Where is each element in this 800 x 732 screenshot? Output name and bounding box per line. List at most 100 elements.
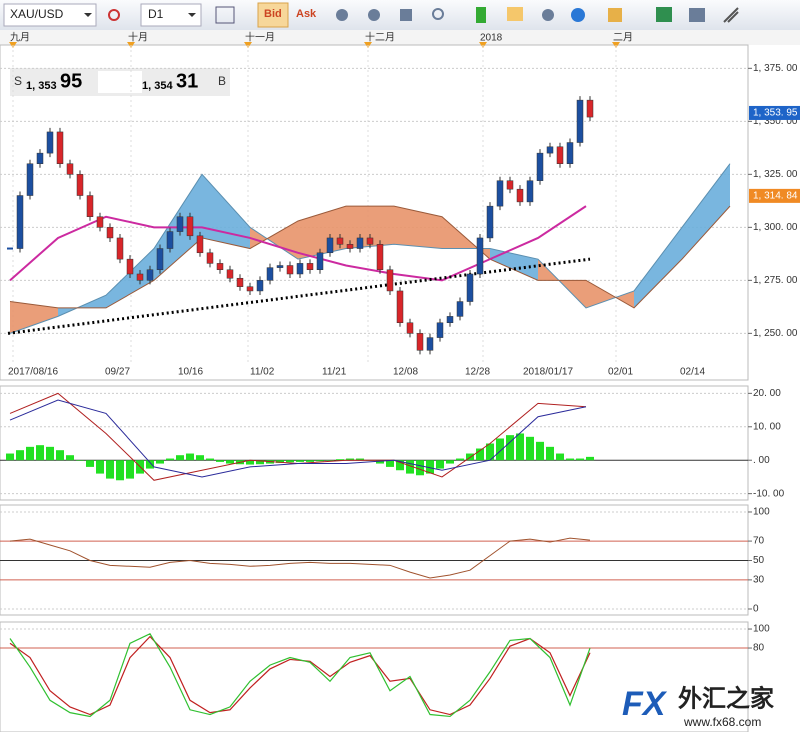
candle [556, 146, 564, 164]
histogram-bar [336, 459, 344, 461]
histogram-bar [116, 460, 124, 481]
candle [376, 244, 384, 270]
histogram-bar [276, 460, 284, 463]
histogram-bar [476, 448, 484, 461]
candle [386, 269, 394, 292]
histogram-bar [526, 436, 534, 461]
icon[interactable] [215, 6, 235, 24]
cloud [682, 163, 730, 260]
candle [196, 235, 204, 254]
histogram-bar [446, 460, 454, 464]
cloud [10, 301, 58, 334]
y-tick-label: 100 [753, 624, 770, 635]
candle [466, 273, 474, 302]
histogram-bar [556, 453, 564, 461]
candle [406, 322, 414, 334]
candle [326, 237, 334, 254]
histogram-bar [536, 441, 544, 461]
histogram-bar [126, 460, 134, 479]
histogram-bar [286, 460, 294, 463]
symbol-select[interactable] [3, 3, 97, 27]
y-tick-label: 50 [753, 555, 765, 566]
candle [296, 263, 304, 275]
candle [316, 252, 324, 270]
histogram-bar [586, 456, 594, 461]
histogram-bar [196, 455, 204, 461]
candle [366, 237, 374, 245]
dropdown-arrow [84, 13, 92, 17]
histogram-bar [26, 446, 34, 461]
histogram-bar [156, 460, 164, 464]
histogram-bar [66, 455, 74, 461]
candle [96, 216, 104, 228]
candle [436, 322, 444, 338]
y-tick-label: 1, 325. 00 [753, 169, 798, 180]
candle [416, 333, 424, 351]
histogram-bar [86, 460, 94, 467]
month-label: 十月 [128, 31, 148, 44]
watermark-url: www.fx68.com [683, 715, 761, 729]
candle [186, 216, 194, 237]
sell-price: 1, 353 [26, 80, 57, 92]
candle [16, 195, 24, 249]
candle [506, 180, 514, 190]
series-line [9, 633, 591, 718]
histogram-bar [386, 460, 394, 467]
y-tick-label: 80 [753, 643, 765, 654]
macd-panel [0, 385, 749, 501]
candle [76, 174, 84, 196]
histogram-bar [216, 460, 224, 462]
candle [586, 99, 594, 118]
histogram-bar [576, 458, 584, 461]
buy-price: 1, 354 [142, 80, 173, 92]
histogram-bar [516, 433, 524, 461]
timeframe-select[interactable] [140, 3, 202, 27]
candle [266, 267, 274, 281]
cloud [106, 248, 154, 308]
histogram-bar [56, 450, 64, 461]
candle [526, 180, 534, 203]
date-band [1, 364, 747, 379]
month-label: 十一月 [245, 31, 275, 44]
icon[interactable] [108, 9, 120, 21]
series-line [9, 537, 591, 579]
month-label: 二月 [613, 32, 633, 44]
candle [26, 163, 34, 196]
histogram-bar [246, 460, 254, 465]
histogram-bar [16, 450, 24, 461]
candle [236, 277, 244, 287]
y-tick-label: 1, 375. 00 [753, 63, 798, 74]
histogram-bar [346, 458, 354, 461]
candle [346, 244, 354, 249]
month-bar [0, 30, 800, 45]
candle [446, 316, 454, 324]
candle [286, 265, 294, 275]
buy-pips: 31 [176, 70, 198, 92]
histogram-bar [96, 460, 104, 474]
candle [146, 269, 154, 281]
histogram-bar [306, 460, 314, 462]
date-label: 2018/01/17 [523, 367, 573, 378]
cloud [634, 227, 682, 308]
ask-label[interactable]: Ask [296, 8, 317, 20]
histogram-bar [106, 460, 114, 479]
candle [256, 280, 264, 292]
date-label: 2017/08/16 [8, 367, 58, 378]
histogram-bar [316, 460, 324, 462]
month-label: 九月 [10, 32, 30, 44]
histogram-bar [416, 460, 424, 476]
histogram-bar [426, 460, 434, 474]
y-tick-label: 70 [753, 536, 765, 547]
y-tick-label: 20. 00 [753, 388, 781, 399]
histogram-bar [376, 460, 384, 464]
candle [476, 237, 484, 275]
candle [66, 163, 74, 175]
series-line [9, 399, 587, 478]
histogram-bar [46, 446, 54, 461]
bid-button[interactable] [257, 2, 289, 28]
watermark-brand: FX [622, 685, 668, 723]
dropdown-arrow [188, 13, 196, 17]
candle [216, 263, 224, 270]
sell-label: S [14, 74, 22, 88]
